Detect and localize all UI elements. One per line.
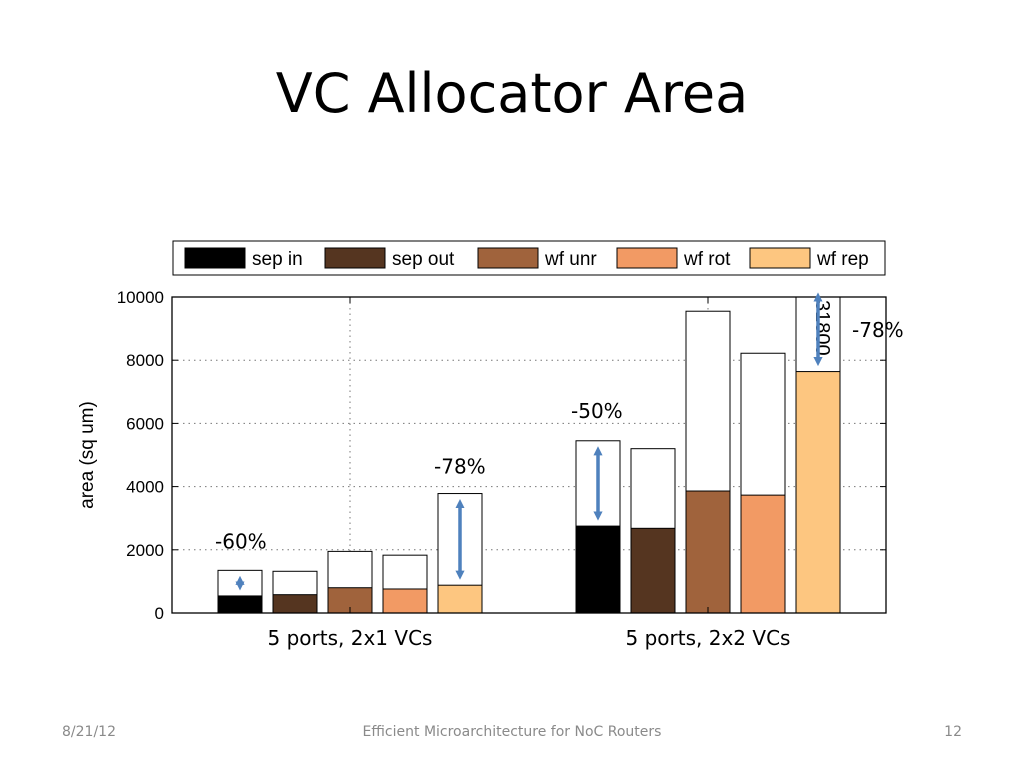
bar-filled (795, 371, 841, 614)
legend-swatch (184, 247, 246, 269)
legend-label: wf unr (544, 249, 597, 270)
legend-swatch (477, 247, 539, 269)
legend-label: sep in (252, 249, 303, 270)
footer-title: Efficient Microarchitecture for NoC Rout… (362, 724, 662, 740)
plot-frame (171, 296, 887, 614)
y-tick-label: 10000 (117, 288, 164, 307)
legend-swatch (324, 247, 386, 269)
reduction-label: -50% (571, 399, 623, 423)
bar-filled (382, 588, 428, 614)
legend-label: wf rot (683, 249, 731, 270)
legend-label: sep out (392, 249, 455, 270)
bar-filled (685, 490, 731, 614)
page-number: 12 (944, 724, 962, 740)
bar-filled (217, 595, 263, 614)
reduction-label: -60% (215, 529, 267, 553)
legend-swatch (749, 247, 811, 269)
reduction-label: -78% (434, 455, 486, 479)
legend-swatch (616, 247, 678, 269)
y-tick-label: 8000 (126, 351, 164, 370)
slide-title: VC Allocator Area (275, 62, 749, 125)
legend-label: wf rep (816, 249, 869, 270)
bar-filled (437, 584, 483, 614)
y-tick-label: 4000 (126, 478, 164, 497)
x-tick-label: 5 ports, 2x1 VCs (268, 626, 433, 650)
bar-filled (630, 527, 676, 614)
footer-date: 8/21/12 (62, 724, 116, 740)
y-axis-label: area (sq um) (77, 401, 98, 509)
y-tick-label: 6000 (126, 414, 164, 433)
bar-filled (575, 525, 621, 614)
bar-filled (272, 594, 318, 614)
offscale-value-label: 31800 (811, 300, 833, 356)
reduction-label: -78% (852, 318, 904, 342)
y-tick-label: 0 (155, 604, 164, 623)
bar-filled (740, 494, 786, 614)
y-tick-label: 2000 (126, 541, 164, 560)
x-tick-label: 5 ports, 2x2 VCs (626, 626, 791, 650)
